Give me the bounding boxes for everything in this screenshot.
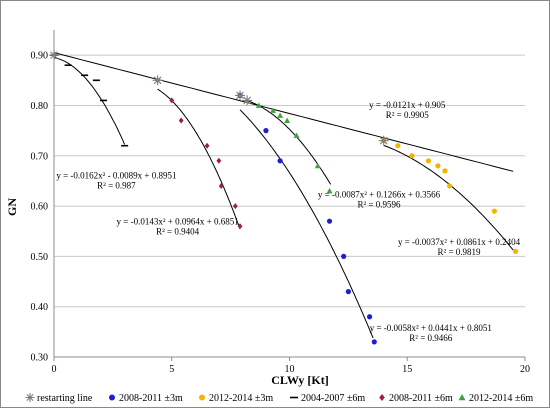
data-point: [326, 187, 333, 194]
data-point: [270, 107, 277, 113]
trendline-equation: y = -0.0087x² + 0.1266x + 0.3566: [318, 190, 441, 200]
legend-marker: [25, 393, 35, 402]
x-axis-title: CLWy [Kt]: [271, 373, 328, 387]
y-tick-label: 0.50: [31, 252, 49, 263]
data-points: [49, 50, 519, 345]
y-tick-label: 0.60: [31, 202, 49, 213]
data-point: [216, 157, 222, 164]
data-point: [232, 203, 238, 210]
data-point: [237, 223, 243, 230]
trendline-equation: y = -0.0037x² + 0.0861x + 0.2404: [398, 237, 521, 247]
axes: 0.30 0.40 0.50 0.60 0.70 0.80 0.90 0 5 10 15 20: [31, 30, 530, 375]
x-tick-label: 20: [520, 364, 530, 375]
data-point: [314, 162, 321, 169]
data-point: [204, 142, 210, 149]
x-tick-label: 15: [402, 364, 412, 375]
legend-label: restarting line: [37, 393, 93, 404]
trendline-equation: y = -0.0162x² - 0.0089x + 0.8951: [56, 170, 176, 180]
data-point: [242, 95, 253, 106]
trendline-r-squared: R² = 0.9905: [386, 110, 430, 120]
data-point: [409, 153, 415, 159]
legend-label: 2008-2011 ±6m: [389, 393, 453, 404]
data-point: [395, 143, 401, 149]
x-tick-label: 0: [52, 364, 57, 375]
legend: restarting line 2008-2011 ±3m 2012-2014 ±3…: [25, 393, 533, 404]
data-point: [293, 132, 300, 139]
trendline-equation: y = -0.0121x + 0.905: [369, 100, 446, 110]
legend-label: 2012-2014 ±3m: [209, 393, 273, 404]
data-point: [277, 112, 284, 118]
y-tick-label: 0.40: [31, 302, 49, 313]
data-point: [345, 289, 351, 295]
y-tick-label: 0.70: [31, 151, 49, 162]
data-point: [442, 168, 448, 174]
data-point: [366, 314, 373, 320]
legend-label: 2008-2011 ±3m: [119, 393, 183, 404]
trendline-equation: y = -0.0058x² + 0.0441x + 0.8051: [370, 323, 492, 333]
data-point: [152, 75, 163, 86]
y-tick-label: 0.90: [31, 51, 49, 62]
data-point: [491, 208, 497, 214]
legend-marker: [458, 394, 466, 401]
data-point: [178, 117, 184, 124]
legend-marker: [199, 394, 205, 401]
data-point: [277, 158, 283, 164]
data-point: [425, 158, 432, 164]
x-tick-label: 5: [169, 364, 174, 375]
data-point: [447, 183, 453, 189]
x-tick-label: 10: [285, 364, 295, 375]
legend-label: 2004-2007 ±6m: [301, 393, 365, 404]
y-tick-label: 0.30: [31, 353, 49, 364]
trendline-poly2: [53, 57, 126, 145]
data-point: [263, 128, 269, 134]
y-tick-label: 0.80: [31, 101, 49, 112]
trendline-r-squared: R² = 0.9819: [438, 247, 482, 257]
y-axis-title: GN: [5, 198, 19, 216]
legend-label: 2012-2014 ±6m: [469, 393, 533, 404]
trendline-poly2: [239, 109, 374, 339]
legend-marker: [379, 394, 385, 401]
data-point: [284, 117, 291, 123]
data-point: [326, 218, 333, 224]
data-point: [255, 102, 262, 108]
trendline-linear: [53, 52, 514, 172]
data-point: [341, 253, 347, 259]
data-point: [435, 163, 441, 169]
trendline-equation: y = -0.0143x² + 0.0964x + 0.6851: [117, 217, 239, 227]
data-point: [49, 50, 59, 61]
trendline-r-squared: R² = 0.9404: [156, 227, 200, 237]
gridlines: [54, 54, 525, 358]
data-point: [378, 135, 389, 146]
data-point: [371, 339, 377, 345]
trendline-r-squared: R² = 0.9596: [357, 200, 401, 210]
data-point: [235, 90, 246, 101]
data-point: [218, 182, 224, 189]
trendline-r-squared: R² = 0.9466: [409, 333, 453, 343]
legend-marker: [109, 394, 115, 401]
trendline-r-squared: R² = 0.987: [97, 180, 136, 190]
data-point: [512, 248, 519, 254]
data-point: [169, 97, 175, 104]
